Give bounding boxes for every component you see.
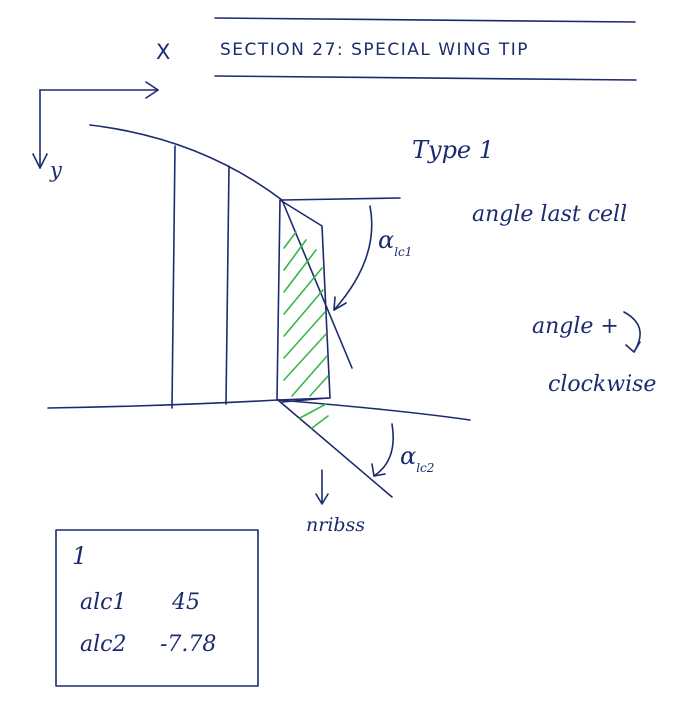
lc1-subscript: lc1 bbox=[394, 245, 413, 259]
title-top-rule bbox=[214, 17, 636, 23]
nribss-arrowhead bbox=[315, 493, 329, 505]
lc2-angle-arc bbox=[373, 423, 394, 477]
last-cell-hatching bbox=[283, 231, 329, 429]
x-axis-label: X bbox=[156, 40, 171, 64]
lc2-angle-ray bbox=[277, 399, 393, 498]
sign-note-line2: clockwise bbox=[548, 372, 657, 397]
lc2-arc-arrowhead bbox=[371, 463, 386, 477]
type-label: Type 1 bbox=[412, 136, 495, 164]
page-title: SECTION 27: SPECIAL WING TIP bbox=[220, 40, 530, 60]
top-reference-line bbox=[281, 197, 401, 201]
last-cell-outline bbox=[276, 199, 331, 401]
trailing-edge-extension bbox=[277, 399, 471, 421]
leading-edge-curve bbox=[89, 124, 283, 201]
rib-bottom-arrow bbox=[281, 397, 329, 403]
lc2-symbol: α bbox=[400, 442, 417, 470]
params-box-frame bbox=[55, 529, 259, 687]
params-type-value: 1 bbox=[72, 542, 88, 570]
lc1-angle-arc bbox=[333, 205, 373, 311]
params-row-2-name: alc2 bbox=[80, 632, 127, 657]
clockwise-arrowhead bbox=[625, 341, 641, 353]
rib-line-2 bbox=[225, 165, 230, 405]
params-row-1-name: alc1 bbox=[80, 590, 127, 615]
params-row-1-value: 45 bbox=[172, 590, 200, 615]
lc1-angle-label: αlc1 bbox=[378, 226, 412, 258]
lc1-angle-ray bbox=[281, 199, 353, 369]
nribss-label: nribss bbox=[306, 514, 366, 536]
params-row-2-value: -7.78 bbox=[160, 632, 217, 657]
angle-last-cell-label: angle last cell bbox=[472, 202, 628, 227]
title-bottom-rule bbox=[214, 75, 637, 81]
y-axis-label: y bbox=[50, 158, 62, 182]
y-axis-arrowhead bbox=[32, 153, 48, 169]
sign-note-line1: angle + bbox=[532, 314, 619, 339]
lc2-subscript: lc2 bbox=[416, 461, 435, 475]
rib-line-1 bbox=[171, 145, 176, 409]
lc2-angle-label: αlc2 bbox=[400, 442, 434, 474]
lc1-symbol: α bbox=[378, 226, 395, 254]
lc1-arc-arrowhead bbox=[333, 296, 347, 311]
x-axis-arrowhead bbox=[145, 81, 159, 99]
trailing-edge-line bbox=[47, 399, 279, 409]
